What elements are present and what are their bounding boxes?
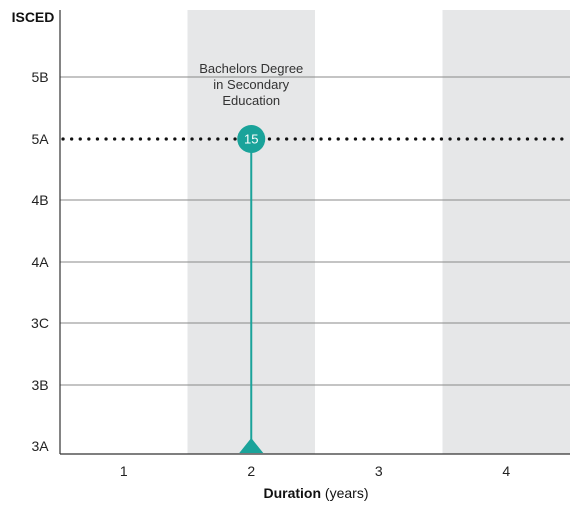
y-tick-5a: 5A: [31, 131, 49, 147]
shaded-column-layer: [187, 10, 570, 454]
y-tick-3c: 3C: [31, 315, 49, 331]
y-tick-3a: 3A: [31, 438, 49, 454]
point-marker-0: [237, 125, 266, 153]
x-axis-title: Duration (years): [263, 485, 368, 501]
x-tick-1: 1: [120, 463, 128, 479]
gridline-layer: [60, 76, 570, 386]
x-axis-title-unit: (years): [321, 485, 368, 501]
point-marker-label-0: 15: [244, 132, 258, 147]
y-tick-4a: 4A: [31, 254, 49, 270]
x-tick-2: 2: [247, 463, 255, 479]
shaded-column-4: [442, 10, 570, 454]
axis-layer: [59, 10, 570, 455]
x-axis-title-bold: Duration: [263, 485, 321, 501]
y-tick-5b: 5B: [31, 69, 48, 85]
x-tick-4: 4: [502, 463, 510, 479]
y-axis-title: ISCED: [12, 9, 55, 25]
y-tick-4b: 4B: [31, 192, 48, 208]
point-annotation-line-0-0: Bachelors Degree: [199, 61, 303, 76]
y-tick-3b: 3B: [31, 377, 48, 393]
tick-label-layer: 3A 3B 3C 4A 4B 5A 5B 1 2 3 4: [31, 69, 510, 479]
point-base-triangle-0: [239, 438, 264, 453]
x-tick-3: 3: [375, 463, 383, 479]
point-annotation-line-0-2: Education: [222, 93, 280, 108]
point-annotation-line-0-1: in Secondary: [213, 77, 289, 92]
